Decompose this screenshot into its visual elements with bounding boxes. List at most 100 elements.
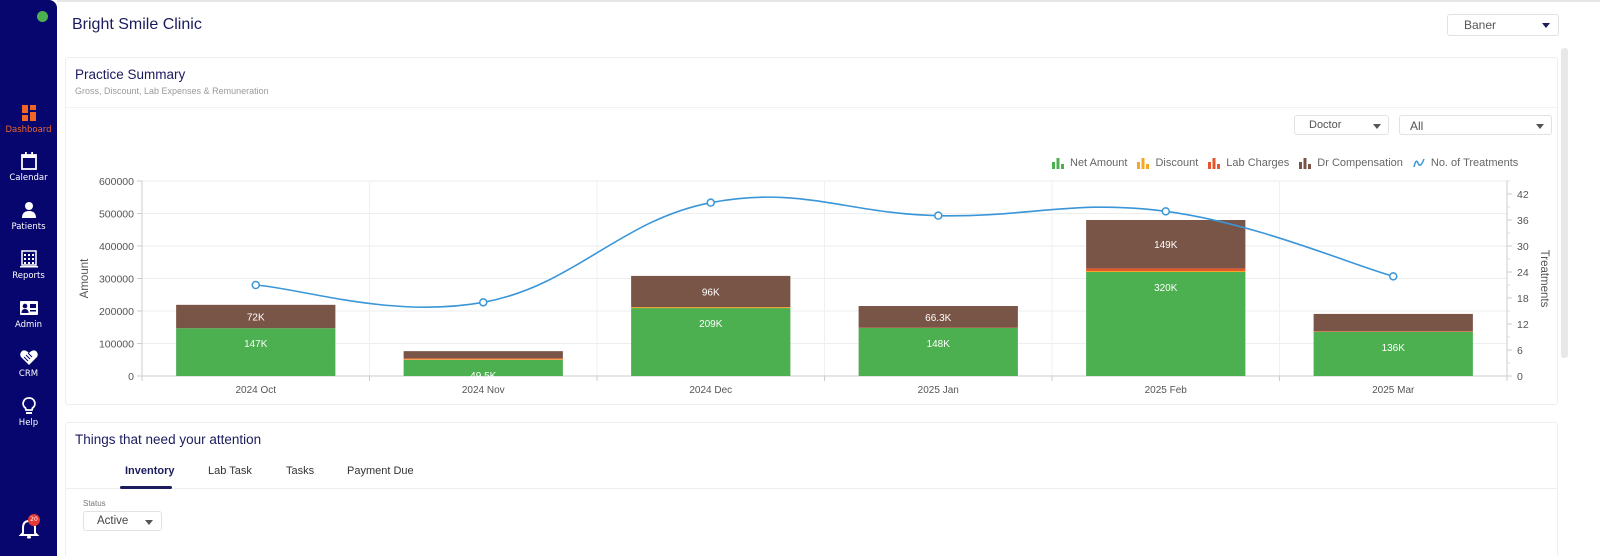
chevron-down-icon: [1373, 124, 1381, 129]
legend-label: Dr Compensation: [1317, 157, 1403, 169]
bar-segment[interactable]: [1313, 331, 1473, 376]
calendar-icon: [20, 152, 37, 170]
legend-net-amount[interactable]: Net Amount: [1052, 157, 1127, 169]
sidebar-item-admin[interactable]: Admin: [0, 299, 57, 330]
filter-type-value: Doctor: [1309, 119, 1342, 131]
tab-inventory[interactable]: Inventory: [125, 465, 175, 477]
chevron-down-icon: [1536, 124, 1544, 129]
bar-value-label: 96K: [702, 288, 720, 299]
y2-axis-title: Treatments: [1538, 250, 1550, 308]
chevron-down-icon: [145, 520, 153, 525]
bar-chart-icon: [1299, 158, 1312, 169]
legend-no-of-treatments[interactable]: No. of Treatments: [1413, 157, 1518, 169]
bar-segment[interactable]: [403, 359, 563, 360]
filter-type-select[interactable]: Doctor: [1294, 115, 1389, 135]
sidebar-item-label: Help: [18, 418, 39, 428]
legend-lab-charges[interactable]: Lab Charges: [1208, 157, 1289, 169]
bar-segment[interactable]: [403, 359, 563, 376]
bar-segment[interactable]: [1086, 220, 1246, 269]
y2-axis-tick: 24: [1517, 267, 1529, 279]
treatments-point[interactable]: [251, 280, 260, 290]
treatments-point[interactable]: [1161, 207, 1170, 216]
sidebar: Dashboard Calendar Patients: [0, 0, 57, 556]
bar-segment[interactable]: [1086, 271, 1246, 272]
bar-value-label: 149K: [1154, 240, 1178, 251]
treatments-point[interactable]: [934, 211, 943, 220]
x-axis-category: 2025 Feb: [1145, 385, 1188, 396]
chart-legend: Net Amount Discount Lab Charges Dr Compe…: [1052, 157, 1528, 169]
bar-value-label: 148K: [927, 339, 951, 350]
branch-select[interactable]: Baner: [1447, 14, 1559, 36]
tab-lab-task[interactable]: Lab Task: [208, 465, 252, 477]
x-axis-category: 2025 Mar: [1372, 385, 1415, 396]
sidebar-item-reports[interactable]: Reports: [0, 250, 57, 281]
y2-axis-tick: 18: [1517, 293, 1529, 305]
treatments-point[interactable]: [1389, 272, 1398, 281]
sidebar-item-label: Dashboard: [5, 125, 52, 135]
y2-axis-tick: 36: [1517, 215, 1529, 227]
bar-segment[interactable]: [631, 275, 791, 308]
legend-discount[interactable]: Discount: [1137, 157, 1198, 169]
tab-payment-due[interactable]: Payment Due: [347, 465, 414, 477]
bar-segment[interactable]: [176, 304, 336, 329]
status-label: Status: [83, 499, 106, 508]
sidebar-item-label: Calendar: [9, 173, 48, 183]
legend-label: Net Amount: [1070, 157, 1128, 169]
treatments-point[interactable]: [706, 198, 715, 207]
treatments-line: [255, 196, 1394, 308]
bar-segment[interactable]: [1086, 268, 1246, 272]
bar-segment[interactable]: [1313, 331, 1473, 332]
bar-segment[interactable]: [631, 307, 791, 309]
reports-icon: [19, 250, 38, 268]
x-axis-category: 2025 Jan: [918, 385, 959, 396]
sidebar-item-calendar[interactable]: Calendar: [0, 152, 57, 183]
bar-segment[interactable]: [403, 351, 563, 359]
sidebar-item-patients[interactable]: Patients: [0, 201, 57, 232]
attention-card: Things that need your attention Inventor…: [65, 422, 1558, 556]
clinic-title: Bright Smile Clinic: [72, 16, 202, 33]
chevron-down-icon: [1542, 23, 1550, 28]
bar-value-label: 209K: [699, 319, 723, 330]
sidebar-item-crm[interactable]: CRM: [0, 348, 57, 379]
bar-segment[interactable]: [858, 306, 1018, 328]
practice-summary-subtitle: Gross, Discount, Lab Expenses & Remunera…: [75, 86, 269, 96]
bar-chart-icon: [1137, 158, 1150, 169]
attention-tabs: Inventory Lab Task Tasks Payment Due: [66, 457, 1557, 489]
bar-segment[interactable]: [858, 327, 1018, 376]
filter-value-value: All: [1410, 119, 1424, 133]
y2-axis-tick: 0: [1517, 371, 1523, 383]
bar-value-label: 147K: [244, 339, 268, 350]
branch-select-value: Baner: [1464, 18, 1497, 32]
legend-dr-compensation[interactable]: Dr Compensation: [1299, 157, 1403, 169]
bar-chart-icon: [1052, 158, 1064, 169]
dashboard-icon: [21, 105, 36, 121]
treatments-point[interactable]: [479, 298, 488, 307]
y2-axis-tick: 12: [1517, 319, 1529, 331]
bar-segment[interactable]: [1313, 313, 1473, 332]
practice-summary-title: Practice Summary: [75, 67, 186, 82]
y2-axis-tick: 42: [1517, 189, 1529, 201]
page-scrollbar[interactable]: [1561, 48, 1568, 358]
bar-segment[interactable]: [176, 328, 336, 376]
bar-segment[interactable]: [403, 358, 563, 360]
filter-value-select[interactable]: All: [1399, 115, 1552, 135]
bar-value-label: 136K: [1382, 343, 1406, 354]
tab-tasks[interactable]: Tasks: [286, 465, 315, 477]
patient-icon: [21, 202, 36, 218]
practice-summary-chart: 0 100000 200000 300000 400000 500000 600000 0 6 1…: [79, 176, 1550, 396]
bar-value-label: 320K: [1154, 283, 1178, 294]
y2-axis-tick: 30: [1517, 241, 1529, 253]
bar-segment[interactable]: [631, 308, 791, 376]
bar-segment[interactable]: [1086, 272, 1246, 376]
x-axis-category: 2024 Dec: [689, 385, 732, 396]
handshake-icon: [19, 350, 38, 365]
y-axis-tick: 400000: [99, 241, 134, 253]
y2-axis-tick: 6: [1517, 345, 1523, 357]
sidebar-item-help[interactable]: Help: [0, 397, 57, 428]
attention-title: Things that need your attention: [75, 432, 262, 447]
sidebar-item-dashboard[interactable]: Dashboard: [0, 104, 57, 135]
x-axis-category: 2024 Oct: [235, 385, 276, 396]
status-select[interactable]: Active: [83, 511, 162, 531]
lightbulb-icon: [21, 397, 36, 414]
